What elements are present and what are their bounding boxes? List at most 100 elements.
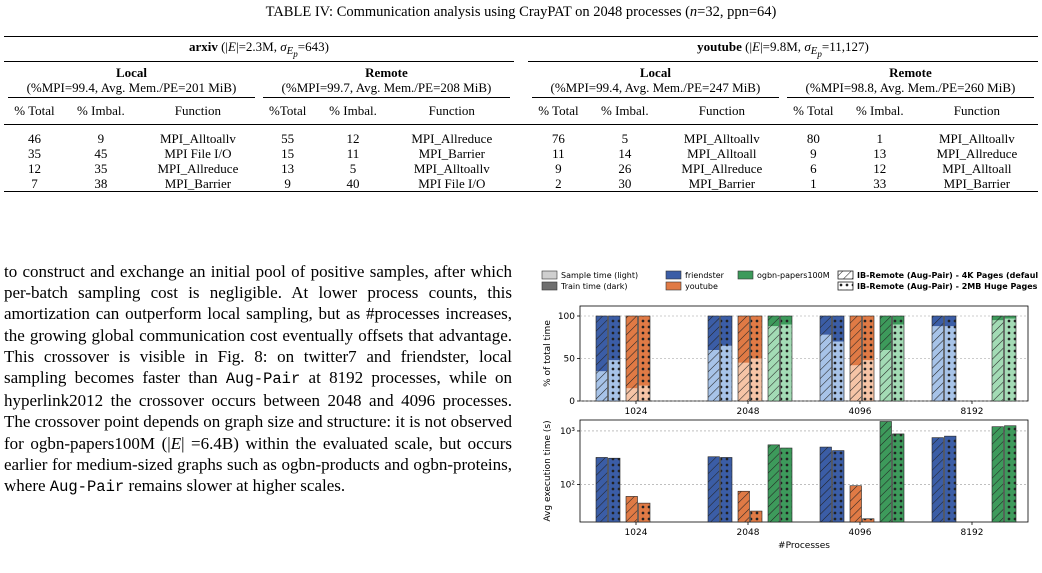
bar-hatch [931,315,944,402]
bar-hatch [931,437,944,523]
table-row: 46 9 MPI_Alltoallv 55 12 MPI_Allreduce 76 5 MPI_… [4,124,1038,146]
column-header: % Imbal. [64,98,137,125]
body-paragraph: to construct and exchange an initial poo… [4,261,512,498]
bar-hatch [991,315,1004,402]
table-cell: 5 [349,160,357,176]
table-cell: 9 [555,160,562,176]
communication-table: arxiv (|E|=2.3M, σEp=643) youtube (|E|=9… [4,36,1038,192]
legend-swatch [665,270,682,280]
bar-hatch [944,435,957,523]
bar-hatch [780,447,793,523]
table-cell: 13 [873,145,887,161]
table-cell: MPI File I/O [389,175,514,192]
bar-hatch [720,315,733,402]
table-cell: MPI_Alltoall [942,160,1012,176]
legend-item: IB-Remote (Aug-Pair) - 2MB Huge Pages [837,281,1038,291]
code-term: Aug-Pair [225,370,301,389]
table-cell: MPI_Allreduce [157,160,239,176]
bar-hatch [595,457,608,523]
column-header: % Total [782,98,844,125]
table-cell: 38 [64,175,137,192]
code-term: Aug-Pair [49,478,125,497]
bar-hatch [879,421,892,523]
x-tick-label: 2048 [737,407,760,417]
table-cell: MPI_Barrier [660,175,783,192]
bar-hatch [638,315,651,402]
legend-label: youtube [685,282,718,291]
bar-hatch [767,315,780,402]
legend-item: ogbn-papers100M [737,270,830,280]
x-tick-label: 8192 [961,407,984,417]
table-cell: MPI_Allreduce [681,160,763,176]
figure-legend: Sample time (light) Train time (dark) frie… [541,270,1038,291]
column-header: % Total [527,98,589,125]
column-header: % Total [4,98,65,125]
table-cell: 9 [810,145,817,161]
column-header: % Imbal. [316,98,390,125]
table-cell: 2 [527,175,589,192]
table-body: 46 9 MPI_Alltoallv 55 12 MPI_Allreduce 76 5 MPI_… [4,124,1038,192]
dataset-header-arxiv: arxiv (|E|=2.3M, σEp=643) [4,36,514,62]
table-cell: 80 [806,130,820,146]
table-cell: 11 [552,145,565,161]
x-tick-label: 1024 [625,528,648,538]
column-header: Function [660,98,783,125]
x-tick-label: 2048 [737,528,760,538]
table-cell: MPI_Alltoallv [683,130,760,146]
table-cell: MPI_Alltoallv [413,160,490,176]
column-header: % Imbal. [843,98,916,125]
legend-label: Sample time (light) [561,271,638,280]
table-cell: 40 [316,175,390,192]
bar-hatch [819,446,832,523]
bar-hatch [767,444,780,523]
table-cell: MPI_Barrier [915,175,1038,192]
legend-label: IB-Remote (Aug-Pair) - 4K Pages (default… [857,271,1038,280]
table-cell: 9 [258,175,317,192]
bar-hatch [1004,315,1017,402]
table-cell: MPI_Allreduce [411,130,493,146]
dataset-name: arxiv [188,38,218,54]
figure-8-chart: Sample time (light) Train time (dark) frie… [541,270,1038,551]
legend-item: IB-Remote (Aug-Pair) - 4K Pages (default… [837,270,1038,280]
table-cell: 1 [782,175,844,192]
table-cell: 15 [281,145,295,161]
legend-swatch-pattern [838,271,853,279]
dataset-stats: (|E|=9.8M, σEp=11,127) [745,38,869,60]
bar-hatch [780,315,793,402]
table-cell: 30 [588,175,661,192]
table-cell: 11 [346,145,360,161]
bottom-plot-frame [579,419,1029,523]
bar-hatch [638,502,651,523]
bar-hatch [832,315,845,402]
legend-swatch [665,281,682,291]
group-header-arxiv-remote: Remote (%MPI=99.7, Avg. Mem./PE=208 MiB) [259,62,514,98]
legend-label: ogbn-papers100M [757,271,830,280]
column-header: % Imbal. [588,98,661,125]
table-cell: MPI_Alltoallv [159,130,236,146]
x-tick-label: 8192 [961,528,984,538]
table-row: 35 45 MPI File I/O 15 11 MPI_Barrier 11 14 MPI_A… [4,146,1038,161]
table-cell: 14 [618,145,632,161]
table-cell: 46 [27,130,41,146]
legend-item: youtube [665,281,718,291]
legend-swatch [541,281,558,291]
bar-hatch [849,485,862,523]
bar-hatch [608,457,621,523]
bar-hatch [625,315,638,402]
group-header-youtube-local: Local (%MPI=99.4, Avg. Mem./PE=247 MiB) [528,62,783,98]
legend-label: Train time (dark) [560,282,628,291]
y-tick-label: 50 [564,355,576,365]
table-caption: TABLE IV: Communication analysis using C… [265,4,777,20]
bar-hatch [849,315,862,402]
bar-hatch [1004,425,1017,523]
table-cell: 35 [94,160,108,176]
table-cell: 26 [618,160,632,176]
paragraph-text: at 8192 processes, while on hyperlink201… [4,368,513,496]
group-header-arxiv-local: Local (%MPI=99.4, Avg. Mem./PE=201 MiB) [4,62,259,98]
bar-hatch [819,315,832,402]
bar-hatch [750,510,763,523]
bar-hatch [832,450,845,523]
bottom-panel-exec-time: 10² 10³ Avg execution time (s) 1024 2048 4096… [543,419,1029,551]
table-cell: MPI_Barrier [418,145,485,161]
y-tick-label: 100 [558,312,575,322]
